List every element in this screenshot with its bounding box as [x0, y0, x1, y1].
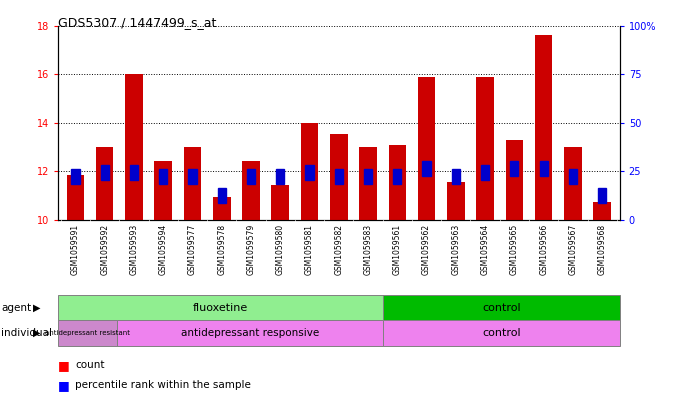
Bar: [422, 161, 430, 176]
Bar: [383, 320, 620, 346]
Text: GSM1059578: GSM1059578: [217, 224, 226, 275]
Text: GSM1059563: GSM1059563: [452, 224, 460, 275]
Bar: [505, 140, 523, 220]
Bar: [593, 202, 611, 220]
Text: control: control: [482, 303, 521, 312]
Bar: [364, 169, 372, 184]
Bar: [334, 169, 343, 184]
Bar: [476, 77, 494, 220]
Bar: [101, 165, 109, 180]
Bar: [58, 295, 383, 320]
Text: GSM1059579: GSM1059579: [247, 224, 255, 275]
Bar: [360, 147, 377, 220]
Bar: [130, 165, 138, 180]
Bar: [213, 197, 231, 220]
Bar: [242, 160, 259, 220]
Bar: [189, 169, 197, 184]
Bar: [389, 145, 406, 220]
Text: GSM1059580: GSM1059580: [276, 224, 285, 275]
Text: ■: ■: [58, 378, 69, 392]
Text: GSM1059583: GSM1059583: [364, 224, 373, 275]
Text: count: count: [75, 360, 104, 371]
Bar: [155, 160, 172, 220]
Text: percentile rank within the sample: percentile rank within the sample: [75, 380, 251, 390]
Bar: [539, 161, 548, 176]
Bar: [117, 320, 383, 346]
Bar: [510, 161, 518, 176]
Bar: [535, 35, 552, 220]
Text: control: control: [482, 328, 521, 338]
Bar: [306, 165, 314, 180]
Text: GSM1059565: GSM1059565: [510, 224, 519, 275]
Text: antidepressant responsive: antidepressant responsive: [181, 328, 319, 338]
Bar: [330, 134, 347, 220]
Text: GSM1059591: GSM1059591: [71, 224, 80, 275]
Text: GSM1059581: GSM1059581: [305, 224, 314, 275]
Bar: [272, 185, 289, 220]
Text: fluoxetine: fluoxetine: [193, 303, 248, 312]
Text: GSM1059582: GSM1059582: [334, 224, 343, 275]
Text: GSM1059594: GSM1059594: [159, 224, 168, 275]
Text: GSM1059568: GSM1059568: [598, 224, 607, 275]
Text: GSM1059561: GSM1059561: [393, 224, 402, 275]
Text: GSM1059564: GSM1059564: [481, 224, 490, 275]
Text: GSM1059562: GSM1059562: [422, 224, 431, 275]
Bar: [447, 182, 464, 220]
Text: antidepressant resistant: antidepressant resistant: [45, 330, 130, 336]
Text: GDS5307 / 1447499_s_at: GDS5307 / 1447499_s_at: [58, 16, 217, 29]
Text: ▶: ▶: [33, 303, 40, 312]
Bar: [96, 147, 114, 220]
Bar: [569, 169, 577, 184]
Bar: [247, 169, 255, 184]
Text: GSM1059592: GSM1059592: [100, 224, 109, 275]
Bar: [598, 189, 606, 203]
Bar: [481, 165, 489, 180]
Text: ■: ■: [58, 359, 69, 372]
Text: agent: agent: [1, 303, 31, 312]
Bar: [452, 169, 460, 184]
Bar: [383, 295, 620, 320]
Bar: [564, 147, 582, 220]
Bar: [184, 147, 202, 220]
Text: individual: individual: [1, 328, 52, 338]
Bar: [67, 175, 84, 220]
Bar: [218, 189, 226, 203]
Text: GSM1059577: GSM1059577: [188, 224, 197, 275]
Bar: [58, 320, 117, 346]
Bar: [159, 169, 168, 184]
Bar: [276, 169, 285, 184]
Text: GSM1059566: GSM1059566: [539, 224, 548, 275]
Text: ▶: ▶: [33, 328, 40, 338]
Bar: [125, 74, 143, 220]
Bar: [393, 169, 401, 184]
Text: GSM1059593: GSM1059593: [129, 224, 138, 275]
Bar: [301, 123, 318, 220]
Text: GSM1059567: GSM1059567: [569, 224, 577, 275]
Bar: [72, 169, 80, 184]
Bar: [418, 77, 435, 220]
